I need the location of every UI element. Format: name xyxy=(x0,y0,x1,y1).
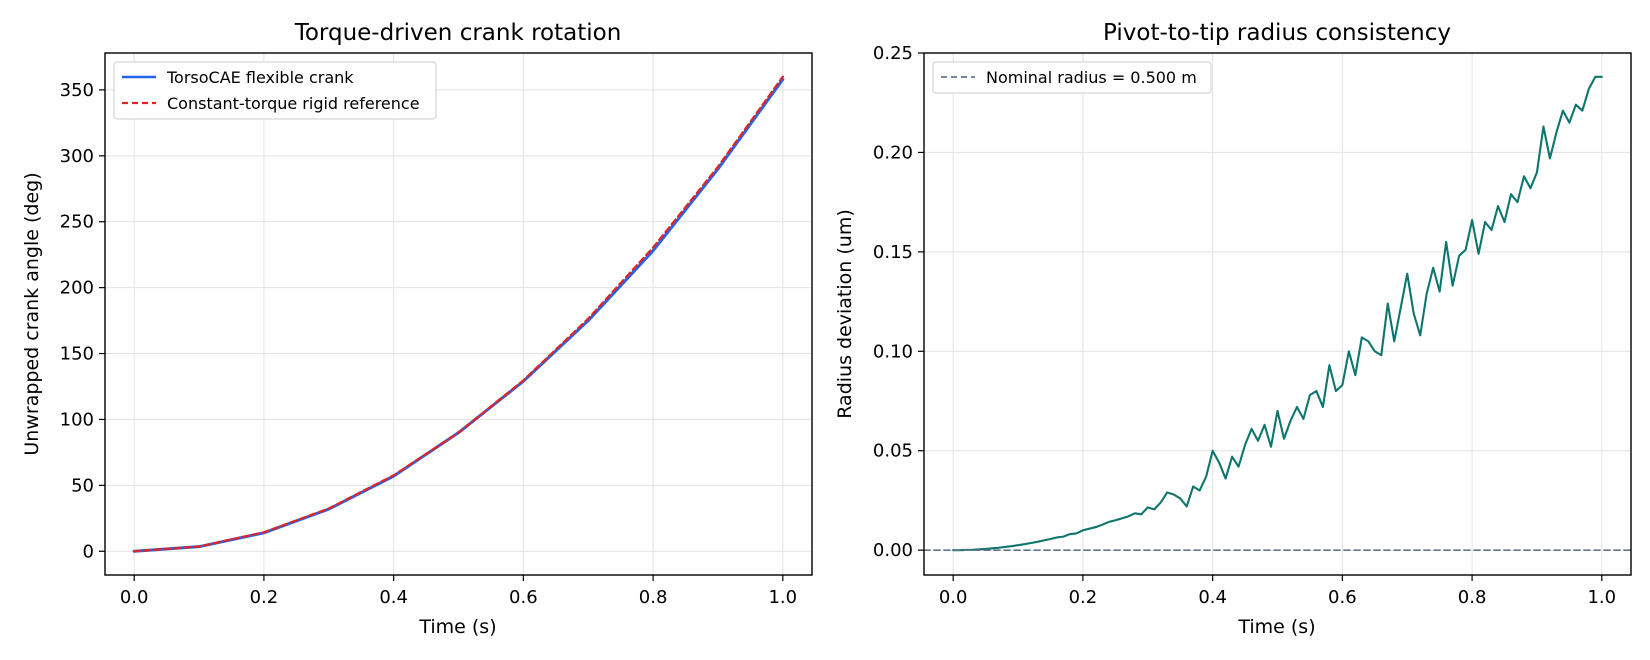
x-tick-label: 0.6 xyxy=(1328,587,1357,608)
x-axis-label: Time (s) xyxy=(418,616,496,638)
y-tick-label: 0.10 xyxy=(873,341,913,362)
legend-label-rigid-reference: Constant-torque rigid reference xyxy=(167,94,420,113)
y-tick-label: 100 xyxy=(60,409,94,430)
y-tick-label: 0.25 xyxy=(873,43,913,64)
y-axis-label: Radius deviation (um) xyxy=(834,209,856,418)
x-tick-label: 0.8 xyxy=(639,587,668,608)
y-tick-label: 0.00 xyxy=(873,540,913,561)
plot-frame xyxy=(923,52,1632,576)
y-tick-label: 200 xyxy=(60,278,94,299)
legend-box xyxy=(932,61,1212,94)
chart-panel-crank-rotation: Torque-driven crank rotation 0.0 0.2 0.4 0.… xyxy=(21,20,813,638)
x-tick-label: 0.4 xyxy=(1198,587,1227,608)
series-line xyxy=(133,75,784,553)
y-tick-label: 0.20 xyxy=(873,142,913,163)
x-tick-label: 0.0 xyxy=(939,587,968,608)
x-tick-label: 0.8 xyxy=(1458,587,1487,608)
grid xyxy=(105,53,812,575)
y-tick-label: 50 xyxy=(71,475,94,496)
legend-label-flexible-crank: TorsoCAE flexible crank xyxy=(166,68,354,87)
legend-label-nominal-radius: Nominal radius = 0.500 m xyxy=(986,68,1197,87)
axis-ticks: 0.0 0.2 0.4 0.6 0.8 1.0 0 50 100 150 200 250 300 350 xyxy=(60,80,797,608)
x-tick-label: 0.0 xyxy=(120,587,149,608)
chart-title: Torque-driven crank rotation xyxy=(294,20,622,46)
x-tick-label: 1.0 xyxy=(1587,587,1616,608)
legend-box xyxy=(113,61,437,120)
series-line xyxy=(952,75,1603,552)
y-tick-label: 150 xyxy=(60,344,94,365)
grid xyxy=(924,52,1631,575)
legend: TorsoCAE flexible crank Constant-torque … xyxy=(113,61,437,120)
y-tick-label: 250 xyxy=(60,212,94,233)
plot-area xyxy=(132,75,785,553)
x-tick-label: 1.0 xyxy=(768,587,797,608)
chart-title: Pivot-to-tip radius consistency xyxy=(1103,20,1451,46)
legend: Nominal radius = 0.500 m xyxy=(932,61,1212,94)
series-line xyxy=(132,77,785,553)
y-axis-label: Unwrapped crank angle (deg) xyxy=(21,172,43,455)
y-tick-label: 350 xyxy=(60,80,94,101)
x-tick-label: 0.6 xyxy=(509,587,538,608)
x-tick-label: 0.2 xyxy=(250,587,279,608)
x-tick-label: 0.4 xyxy=(379,587,408,608)
x-tick-label: 0.2 xyxy=(1069,587,1098,608)
chart-panel-radius-consistency: Pivot-to-tip radius consistency 0.0 0.2 0.… xyxy=(834,20,1632,638)
axis-ticks: 0.0 0.2 0.4 0.6 0.8 1.0 0.00 0.05 0.10 0.15 0.20 0.… xyxy=(873,43,1616,608)
y-tick-label: 0.15 xyxy=(873,242,913,263)
y-tick-label: 0.05 xyxy=(873,441,913,462)
plot-area xyxy=(923,75,1632,552)
y-tick-label: 300 xyxy=(60,146,94,167)
y-tick-label: 0 xyxy=(83,541,94,562)
plot-frame xyxy=(104,52,813,576)
x-axis-label: Time (s) xyxy=(1237,616,1315,638)
